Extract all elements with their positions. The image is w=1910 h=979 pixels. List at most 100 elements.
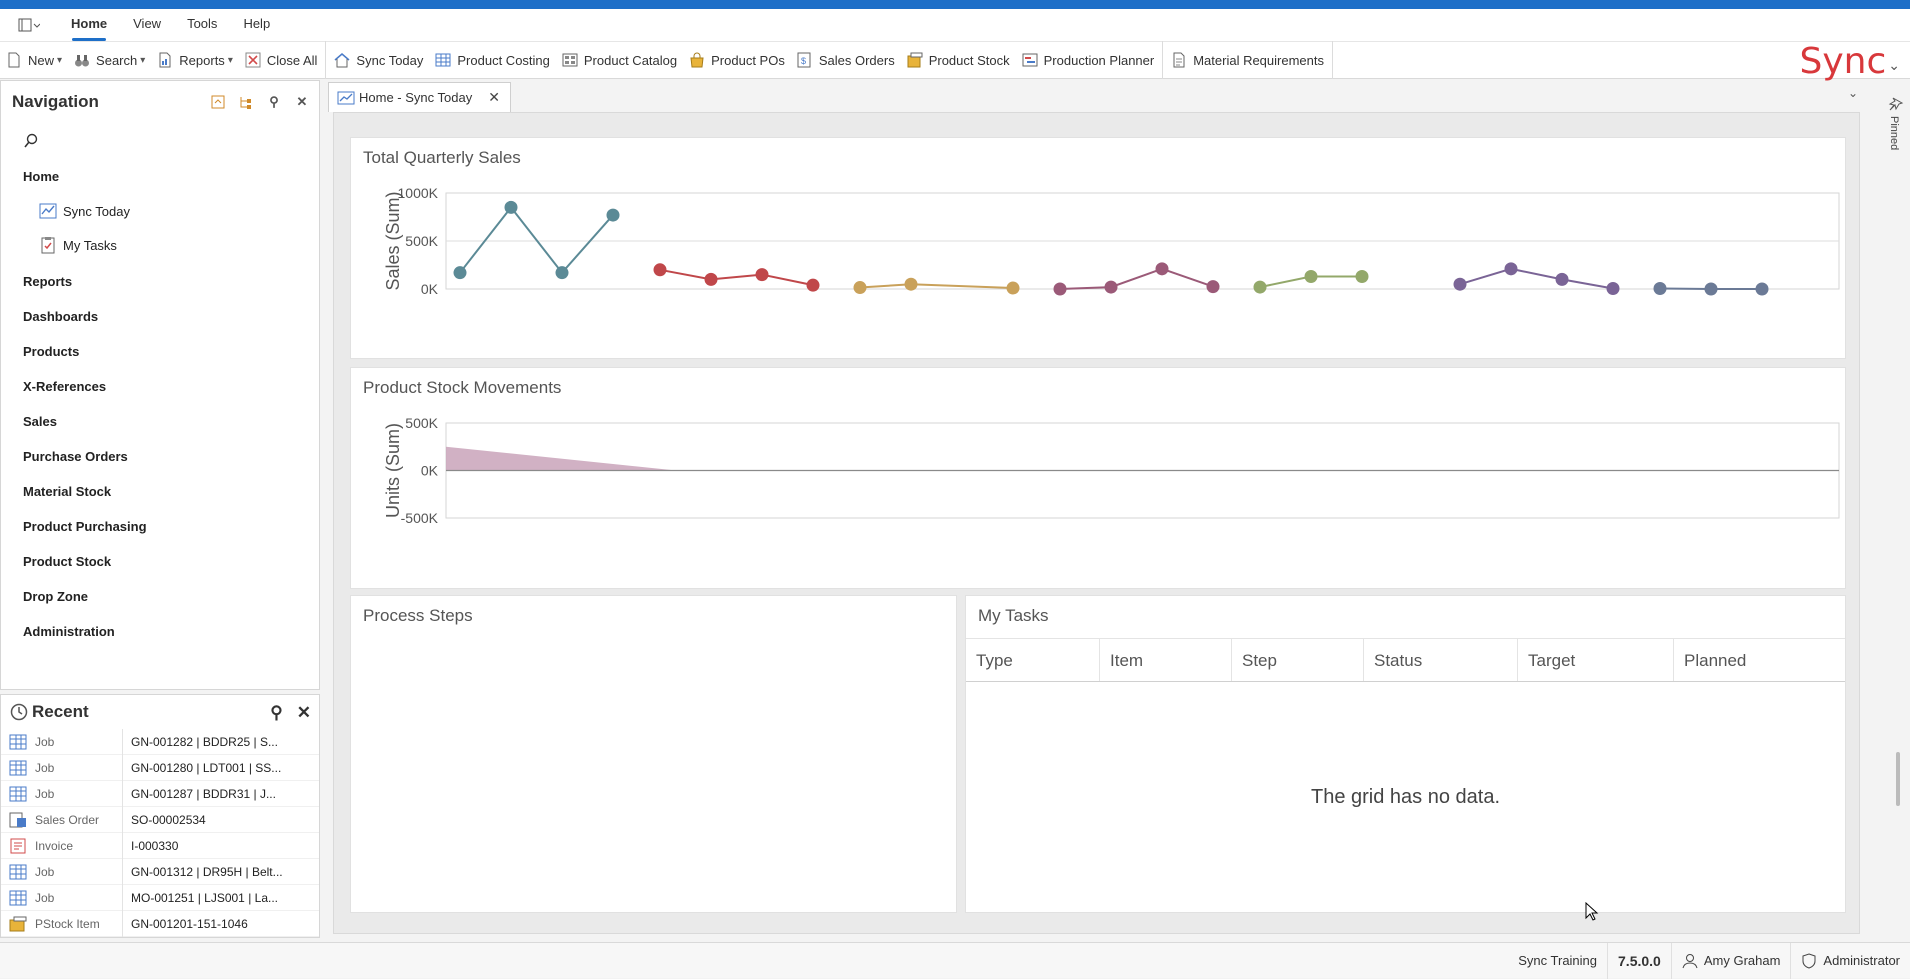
menu-tools[interactable]: Tools (174, 9, 230, 41)
close-all-icon (245, 52, 261, 68)
new-button[interactable]: New▾ (0, 41, 68, 79)
data-point (905, 278, 918, 291)
material-requirements-button-label: Material Requirements (1193, 53, 1324, 68)
current-user[interactable]: Amy Graham (1671, 943, 1791, 979)
material-requirements-button[interactable]: Material Requirements (1165, 41, 1330, 79)
recent-item[interactable]: Job GN-001280 | LDT001 | SS... (1, 755, 319, 781)
collapse-all-icon[interactable] (209, 93, 227, 111)
pinned-side-tab[interactable]: Pinned (1886, 94, 1906, 164)
nav-section-purchase-orders[interactable]: Purchase Orders (1, 439, 319, 474)
svg-text:$: $ (801, 56, 806, 66)
nav-section-product-stock[interactable]: Product Stock (1, 544, 319, 579)
y-axis-label: Units (Sum) (383, 423, 403, 518)
panel-title: Process Steps (363, 606, 473, 626)
production-planner-button[interactable]: Production Planner (1016, 41, 1161, 79)
planner-icon (1022, 52, 1038, 68)
recent-item-type: Sales Order (35, 807, 123, 833)
pin-icon[interactable]: ⚲ (265, 93, 283, 111)
nav-section-products[interactable]: Products (1, 334, 319, 369)
data-point (1705, 283, 1718, 296)
nav-section-sales[interactable]: Sales (1, 404, 319, 439)
column-header-status[interactable]: Status (1364, 639, 1518, 681)
close-icon[interactable]: ✕ (297, 703, 311, 723)
close-icon[interactable]: ✕ (293, 93, 311, 111)
sync-logo[interactable]: Sync⌄ (1800, 42, 1901, 80)
data-point (1356, 270, 1369, 283)
nav-section-dashboards[interactable]: Dashboards (1, 299, 319, 334)
recent-item[interactable]: Invoice I-000330 (1, 833, 319, 859)
product-costing-button[interactable]: Product Costing (429, 41, 556, 79)
invoice-icon (1, 838, 35, 854)
column-header-planned[interactable]: Planned (1674, 639, 1845, 681)
panel-title: My Tasks (978, 606, 1049, 626)
nav-item-label: My Tasks (63, 238, 117, 253)
product-catalog-button-label: Product Catalog (584, 53, 677, 68)
navigation-search-button[interactable] (1, 123, 319, 159)
recent-item-type: PStock Item (35, 911, 123, 937)
tab-home-sync-today[interactable]: Home - Sync Today ✕ (328, 82, 511, 112)
chevron-down-icon: ▾ (228, 55, 233, 66)
data-point (1054, 283, 1067, 296)
nav-item-sync-today[interactable]: Sync Today (1, 194, 319, 228)
sales-order-icon (1, 812, 35, 828)
app-menu-button[interactable] (0, 9, 58, 41)
current-role[interactable]: Administrator (1790, 943, 1910, 979)
new-document-icon (6, 52, 22, 68)
product-stock-button[interactable]: Product Stock (901, 41, 1016, 79)
recent-item-value: SO-00002534 (123, 813, 319, 827)
close-all-button[interactable]: Close All (239, 41, 324, 79)
sales-orders-button-label: Sales Orders (819, 53, 895, 68)
column-header-target[interactable]: Target (1518, 639, 1674, 681)
logo-text: Sync (1800, 41, 1887, 82)
nav-section-drop-zone[interactable]: Drop Zone (1, 579, 319, 614)
nav-section-material-stock[interactable]: Material Stock (1, 474, 319, 509)
search-button[interactable]: Search▾ (68, 41, 151, 79)
data-point (654, 263, 667, 276)
sync-today-button[interactable]: Sync Today (328, 41, 429, 79)
recent-item[interactable]: Job MO-001251 | LJS001 | La... (1, 885, 319, 911)
data-point (1207, 280, 1220, 293)
toolbar: New▾ Search▾ Reports▾ Close All Sync Tod… (0, 41, 1910, 79)
sales-orders-button[interactable]: $ Sales Orders (791, 41, 901, 79)
column-header-type[interactable]: Type (966, 639, 1100, 681)
tasks-grid-header: Type Item Step Status Target Planned (966, 638, 1845, 682)
grid-empty-message: The grid has no data. (966, 786, 1845, 809)
tree-view-icon[interactable] (237, 93, 255, 111)
column-header-item[interactable]: Item (1100, 639, 1232, 681)
tab-list-chevron-icon[interactable]: ⌄ (1848, 86, 1858, 100)
nav-section-product-purchasing[interactable]: Product Purchasing (1, 509, 319, 544)
close-all-button-label: Close All (267, 53, 318, 68)
nav-section-reports[interactable]: Reports (1, 264, 319, 299)
y-axis-label: Sales (Sum) (383, 191, 403, 290)
status-bar: Sync Training 7.5.0.0 Amy Graham Adminis… (0, 942, 1910, 978)
menu-home[interactable]: Home (58, 9, 120, 41)
menu-help[interactable]: Help (230, 9, 283, 41)
menu-view[interactable]: View (120, 9, 174, 41)
pin-icon[interactable]: ⚲ (270, 703, 282, 723)
binoculars-icon (74, 52, 90, 68)
recent-item[interactable]: Job GN-001287 | BDDR31 | J... (1, 781, 319, 807)
data-point (1454, 278, 1467, 291)
recent-item[interactable]: Job GN-001312 | DR95H | Belt... (1, 859, 319, 885)
nav-section-x-references[interactable]: X-References (1, 369, 319, 404)
recent-item-type: Job (35, 859, 123, 885)
product-pos-button[interactable]: Product POs (683, 41, 791, 79)
reports-button[interactable]: Reports▾ (151, 41, 239, 79)
nav-section-home[interactable]: Home (1, 159, 319, 194)
recent-item[interactable]: PStock Item GN-001201-151-1046 (1, 911, 319, 937)
product-catalog-button[interactable]: Product Catalog (556, 41, 683, 79)
toolbar-separator (325, 41, 326, 79)
job-icon (1, 734, 35, 750)
nav-item-my-tasks[interactable]: My Tasks (1, 228, 319, 262)
chevron-down-icon: ▾ (57, 55, 62, 66)
recent-item[interactable]: Sales Order SO-00002534 (1, 807, 319, 833)
data-point (756, 268, 769, 281)
close-icon[interactable]: ✕ (488, 89, 500, 106)
nav-section-administration[interactable]: Administration (1, 614, 319, 649)
recent-item[interactable]: Job GN-001282 | BDDR25 | S... (1, 729, 319, 755)
pstock-item-icon (1, 916, 35, 932)
process-steps-panel: Process Steps (350, 595, 957, 913)
recent-scrollbar[interactable] (1896, 752, 1900, 806)
column-header-step[interactable]: Step (1232, 639, 1364, 681)
recent-item-value: GN-001201-151-1046 (123, 917, 319, 931)
